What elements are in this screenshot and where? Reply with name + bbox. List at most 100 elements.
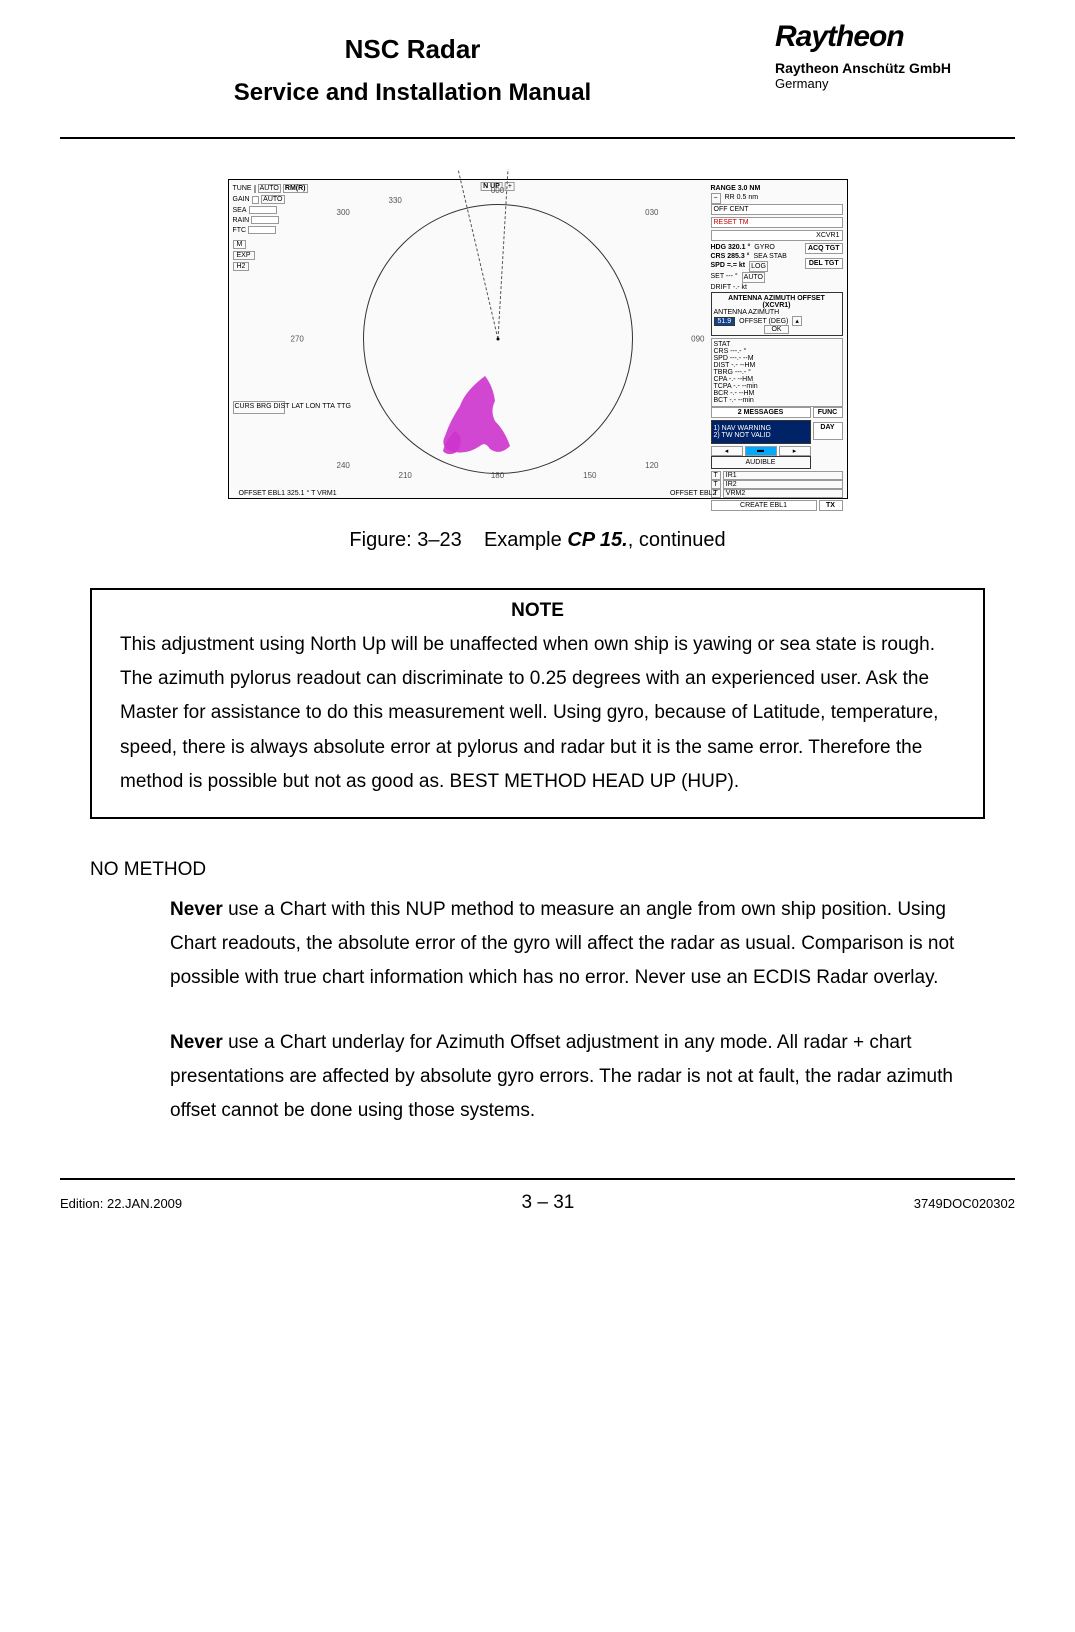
company-name: Raytheon Anschütz GmbH <box>775 60 1015 76</box>
rr-label: RR 0.5 nm <box>725 193 758 204</box>
tune-bar <box>254 185 256 193</box>
stat-row: SPD ---.- --M <box>714 355 840 362</box>
crs-src: SEA STAB <box>754 252 787 261</box>
sea-bar <box>249 206 277 214</box>
caption-cp: CP 15. <box>567 529 627 551</box>
func-btn: FUNC <box>813 407 843 418</box>
footer-center: 3 – 31 <box>522 1192 575 1214</box>
msg-row: 1) NAV WARNING <box>714 425 808 432</box>
section-heading: NO METHOD <box>90 859 985 881</box>
footer-left: Edition: 22.JAN.2009 <box>60 1196 182 1211</box>
ir1-label: IR1 <box>723 471 843 480</box>
axis-210: 210 <box>399 471 412 480</box>
axis-120: 120 <box>645 461 658 470</box>
axis-s: 180 <box>491 471 504 480</box>
spacer <box>462 529 484 551</box>
note-body: This adjustment using North Up will be u… <box>120 628 955 799</box>
header-rule <box>60 137 1015 139</box>
dialog-ok: OK <box>764 325 788 334</box>
stat-row: DIST -.- --HM <box>714 362 840 369</box>
axis-030: 030 <box>645 208 658 217</box>
hdg-src: GYRO <box>754 243 775 252</box>
messages-title: 2 MESSAGES <box>711 407 811 418</box>
radar-screenshot: TUNEAUTORM(R) GAINAUTO SEA RAIN FTC M EX… <box>228 179 848 499</box>
acq-tgt: ACQ TGT <box>805 243 843 254</box>
day-btn: DAY <box>813 422 843 440</box>
note-title: NOTE <box>120 600 955 622</box>
stat-row: BCT -.- --min <box>714 397 840 404</box>
body-para-2: Never use a Chart underlay for Azimuth O… <box>170 1026 985 1129</box>
ctl-label: GAIN <box>233 196 250 203</box>
ir2-label: IR2 <box>723 480 843 489</box>
header-titles: NSC Radar Service and Installation Manua… <box>60 20 765 107</box>
stat-box: STAT CRS ---.- ° SPD ---.- --M DIST -.- … <box>711 338 843 407</box>
tx-btn: TX <box>819 500 843 511</box>
axis-330: 330 <box>389 196 402 205</box>
stat-row: STAT <box>714 341 840 348</box>
stat-row: TCPA -.- --min <box>714 383 840 390</box>
stat-row: TBRG ---.- ° <box>714 369 840 376</box>
curs-box: CURS BRG DIST LAT LON TTA TTG <box>233 401 285 414</box>
mode-auto: AUTO <box>258 184 281 193</box>
nav-mid: ▬ <box>745 446 777 456</box>
para1-bold: Never <box>170 899 223 920</box>
title-sub: Service and Installation Manual <box>60 79 765 107</box>
axis-240: 240 <box>337 461 350 470</box>
dialog-title: ANTENNA AZIMUTH OFFSET (XCVR1) <box>714 295 840 309</box>
note-box: NOTE This adjustment using North Up will… <box>90 588 985 819</box>
stat-row: CPA -.- --HM <box>714 376 840 383</box>
stat-row: BCR -.- --HM <box>714 390 840 397</box>
m-box: M <box>233 240 247 249</box>
curs-row: BRG <box>256 403 271 410</box>
dialog-antenna: ANTENNA AZIMUTH <box>714 309 840 316</box>
crs-label: CRS 285.3 ° <box>711 252 750 261</box>
range-minus: − <box>711 193 721 204</box>
ftc-bar <box>248 226 276 234</box>
xcvr-box: XCVR1 <box>711 230 843 241</box>
caption-prefix: Figure: 3–23 <box>349 529 461 551</box>
company-country: Germany <box>775 76 1015 91</box>
curs-label: CURS <box>235 403 255 410</box>
axis-300: 300 <box>337 208 350 217</box>
resettm-box: RESET TM <box>711 217 843 228</box>
title-main: NSC Radar <box>60 34 765 65</box>
h2-box: H2 <box>233 262 250 271</box>
radar-ppi: N UP + 000 090 180 270 120 150 210 240 3… <box>289 180 707 498</box>
ctl-label: FTC <box>233 227 247 234</box>
messages-box: 1) NAV WARNING 2) TW NOT VALID <box>711 420 811 444</box>
body-para-1: Never use a Chart with this NUP method t… <box>170 893 985 996</box>
logo-text: Raytheon <box>775 20 1015 54</box>
caption-example: Example <box>484 529 567 551</box>
para2-rest: use a Chart underlay for Azimuth Offset … <box>170 1032 953 1121</box>
caption-suffix: , continued <box>628 529 726 551</box>
set-src: AUTO <box>742 272 765 283</box>
figure-caption: Figure: 3–23 Example CP 15., continued <box>60 529 1015 552</box>
para2-bold: Never <box>170 1032 223 1053</box>
radar-right-panel: RANGE 3.0 NM −RR 0.5 nm OFF CENT RESET T… <box>707 180 847 498</box>
audible-box: AUDIBLE <box>711 456 811 469</box>
range-label: RANGE 3.0 NM <box>711 184 761 193</box>
t-label: T <box>711 471 721 480</box>
ctl-label: RAIN <box>233 217 250 224</box>
msg-row: 2) TW NOT VALID <box>714 432 808 439</box>
offset-bottom: OFFSET EBL1 325.1 ° T VRM1 <box>239 490 337 497</box>
offset2-bottom: OFFSET EBL2 <box>670 490 717 497</box>
page-header: NSC Radar Service and Installation Manua… <box>60 20 1015 107</box>
nav-right: ▸ <box>779 446 811 456</box>
axis-e: 090 <box>691 335 704 344</box>
radar-left-panel: TUNEAUTORM(R) GAINAUTO SEA RAIN FTC M EX… <box>229 180 289 498</box>
dialog-offset: OFFSET (DEG) <box>739 318 788 325</box>
offcent-box: OFF CENT <box>711 204 843 215</box>
spd-label: SPD =.= kt <box>711 261 746 272</box>
set-label: SET --- ° <box>711 272 738 283</box>
stat-row: CRS ---.- ° <box>714 348 840 355</box>
del-tgt: DEL TGT <box>805 258 843 269</box>
ctl-label: SEA <box>233 207 247 214</box>
nav-left: ◂ <box>711 446 743 456</box>
drift-label: DRIFT -.- kt <box>711 283 747 292</box>
bearing-cone <box>398 169 598 369</box>
exp-box: EXP <box>233 251 255 260</box>
page-footer: Edition: 22.JAN.2009 3 – 31 3749DOC02030… <box>60 1178 1015 1214</box>
axis-n: 000 <box>491 186 504 195</box>
footer-right: 3749DOC020302 <box>914 1196 1015 1211</box>
